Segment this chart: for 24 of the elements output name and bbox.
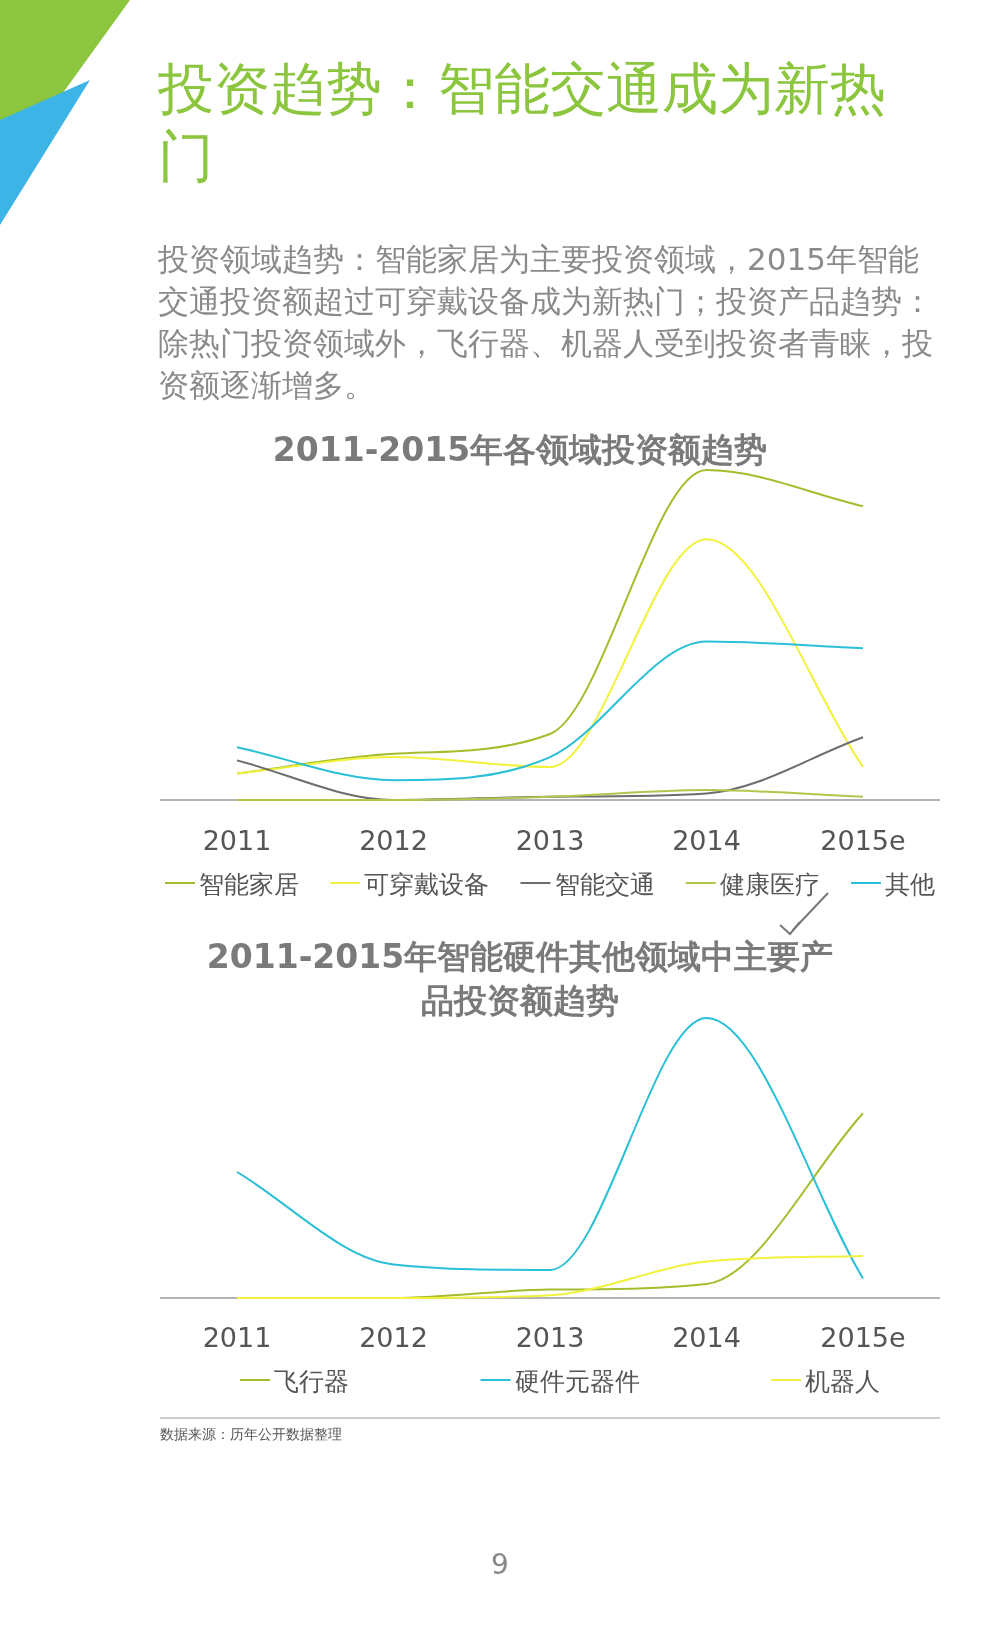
legend-label: 智能家居 (199, 870, 299, 899)
chart-title: 2011-2015年各领域投资额趋势 (271, 429, 769, 471)
legend-label: 智能交通 (554, 870, 655, 899)
legend-label: 其他 (885, 870, 935, 899)
legend-label: 可穿戴设备 (364, 870, 490, 899)
chart-title: 2011-2015年智能硬件其他领域中主要产品投资额趋势 (205, 936, 835, 1022)
legend-label: 飞行器 (274, 1367, 349, 1396)
x-tick-label: 2011 (202, 825, 272, 856)
text: 投资趋势：智能交通成为新热门 (158, 55, 887, 191)
x-tick-label: 2014 (672, 825, 741, 856)
legend-label: 硬件元器件 (514, 1367, 640, 1396)
x-tick-label: 2013 (515, 825, 585, 856)
x-tick-label: 2015e (820, 1322, 906, 1353)
legend-label: 机器人 (805, 1367, 880, 1396)
legend-label: 健康医疗 (719, 870, 820, 899)
text: 投资领域趋势：智能家居为主要投资领域，2015年智能交通投资额超过可穿戴设备成为新热门；投资产品趋势：除热门投资领域外，飞行器、机器人受到投资者青睐，投资额逐渐增多。 (158, 240, 934, 405)
x-tick-label: 2014 (672, 1322, 741, 1353)
source-note: 数据来源：历年公开数据整理 (160, 1426, 342, 1444)
x-tick-label: 2012 (359, 1322, 428, 1353)
x-tick-label: 2015e (820, 825, 906, 856)
x-tick-label: 2011 (202, 1322, 272, 1353)
text: 9 (490, 1548, 510, 1581)
x-tick-label: 2012 (359, 825, 428, 856)
x-tick-label: 2013 (515, 1322, 585, 1353)
